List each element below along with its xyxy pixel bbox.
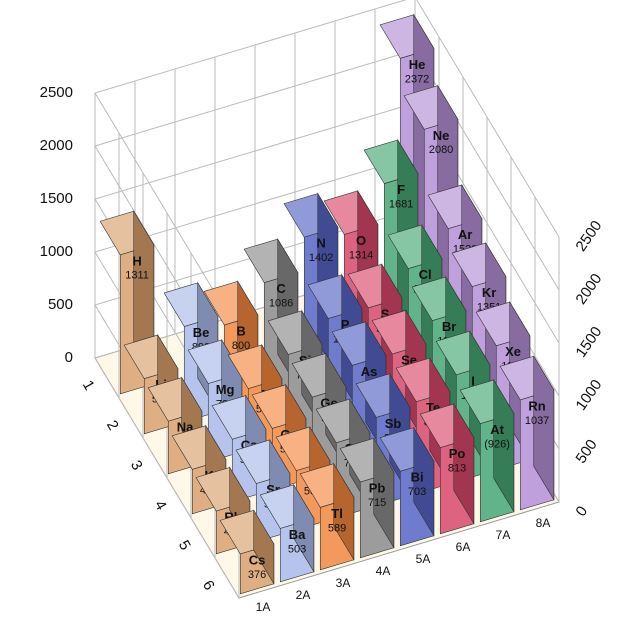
value-label: 813: [448, 463, 466, 475]
x-tick-label: 6: [199, 577, 218, 593]
element-symbol: O: [356, 233, 366, 248]
element-symbol: I: [471, 373, 475, 388]
y-tick-label: 2000: [40, 137, 73, 154]
element-symbol: Ar: [458, 227, 472, 242]
value-label: 1037: [525, 415, 549, 427]
bar-side: [453, 402, 475, 525]
element-symbol: Tl: [331, 506, 343, 521]
bar-side: [373, 437, 395, 549]
y-tick-label: 1000: [40, 243, 73, 260]
element-symbol: B: [236, 323, 245, 338]
y-tick-label: 500: [48, 296, 73, 313]
element-symbol: H: [132, 253, 141, 268]
grid-line: [94, 49, 416, 147]
grid-line: [94, 357, 240, 599]
group-label: 4A: [376, 564, 391, 578]
bar-side: [533, 355, 555, 501]
element-symbol: S: [381, 306, 390, 321]
grid-line: [94, 0, 407, 94]
bar: [379, 426, 435, 547]
value-label: 1314: [349, 249, 373, 261]
bar: [459, 378, 515, 523]
element-symbol: Po: [449, 446, 466, 461]
element-symbol: Bi: [411, 470, 424, 485]
element-symbol: Ne: [433, 128, 450, 143]
element-symbol: Br: [442, 319, 456, 334]
bar: [219, 509, 275, 595]
element-symbol: Rn: [528, 398, 545, 413]
value-label: 2080: [429, 144, 453, 156]
y2-tick-label: 1000: [572, 377, 605, 414]
bar: [259, 483, 315, 583]
bar: [419, 402, 475, 535]
value-label: 2372: [405, 73, 429, 85]
y-tick-label: 1500: [40, 190, 73, 207]
element-symbol: C: [276, 281, 286, 296]
value-label: 715: [368, 497, 386, 509]
x-tick-label: 1: [79, 377, 98, 393]
value-label: 589: [328, 522, 346, 534]
element-symbol: Mg: [216, 382, 235, 397]
group-label: 5A: [416, 552, 431, 566]
element-symbol: Xe: [505, 344, 521, 359]
value-label: 1402: [309, 252, 333, 264]
value-label: 800: [232, 340, 250, 352]
x-tick-label: 4: [151, 497, 170, 513]
value-label: 1086: [269, 298, 293, 310]
element-symbol: Sb: [385, 416, 402, 431]
x-tick-label: 3: [127, 457, 146, 473]
y2-tick-label: 500: [572, 436, 600, 466]
group-label: 2A: [296, 588, 311, 602]
y2-tick-label: 2000: [572, 271, 605, 308]
group-label: 1A: [256, 600, 271, 614]
x-tick-label: 5: [175, 537, 194, 553]
value-label: 503: [288, 543, 306, 555]
element-symbol: He: [409, 57, 426, 72]
element-symbol: Ba: [289, 527, 306, 542]
element-symbol: P: [341, 317, 350, 332]
y-tick-label: 2500: [40, 84, 73, 101]
x-tick-label: 2: [103, 417, 122, 433]
bar-side: [493, 378, 515, 513]
element-symbol: F: [397, 182, 405, 197]
group-label: 8A: [536, 516, 551, 530]
grid-line: [94, 102, 416, 200]
y2-tick-label: 0: [572, 503, 591, 520]
element-symbol: Pb: [369, 480, 386, 495]
bar-side: [413, 426, 435, 537]
y-tick-label: 0: [65, 349, 73, 366]
element-symbol: Cl: [419, 267, 432, 282]
element-symbol: At: [490, 422, 504, 437]
value-label: 703: [408, 486, 426, 498]
grid-line: [416, 0, 560, 238]
bar-side: [253, 509, 275, 585]
y2-tick-label: 2500: [572, 218, 605, 255]
value-label: 1681: [389, 199, 413, 211]
bar-side: [333, 462, 355, 561]
bar: [339, 437, 395, 559]
y2-tick-label: 1500: [572, 324, 605, 361]
value-label: 1311: [125, 270, 149, 282]
group-label: 6A: [456, 540, 471, 554]
element-symbol: As: [361, 364, 378, 379]
bar: [499, 355, 555, 511]
bar: [299, 462, 355, 571]
group-label: 7A: [496, 528, 511, 542]
element-symbol: N: [316, 236, 325, 251]
bar-side: [293, 483, 315, 573]
value-label: 376: [248, 569, 266, 581]
element-symbol: Kr: [482, 285, 496, 300]
element-symbol: Cs: [249, 552, 266, 567]
element-symbol: Be: [193, 325, 210, 340]
group-label: 3A: [336, 576, 351, 590]
value-label: (926): [484, 439, 510, 451]
